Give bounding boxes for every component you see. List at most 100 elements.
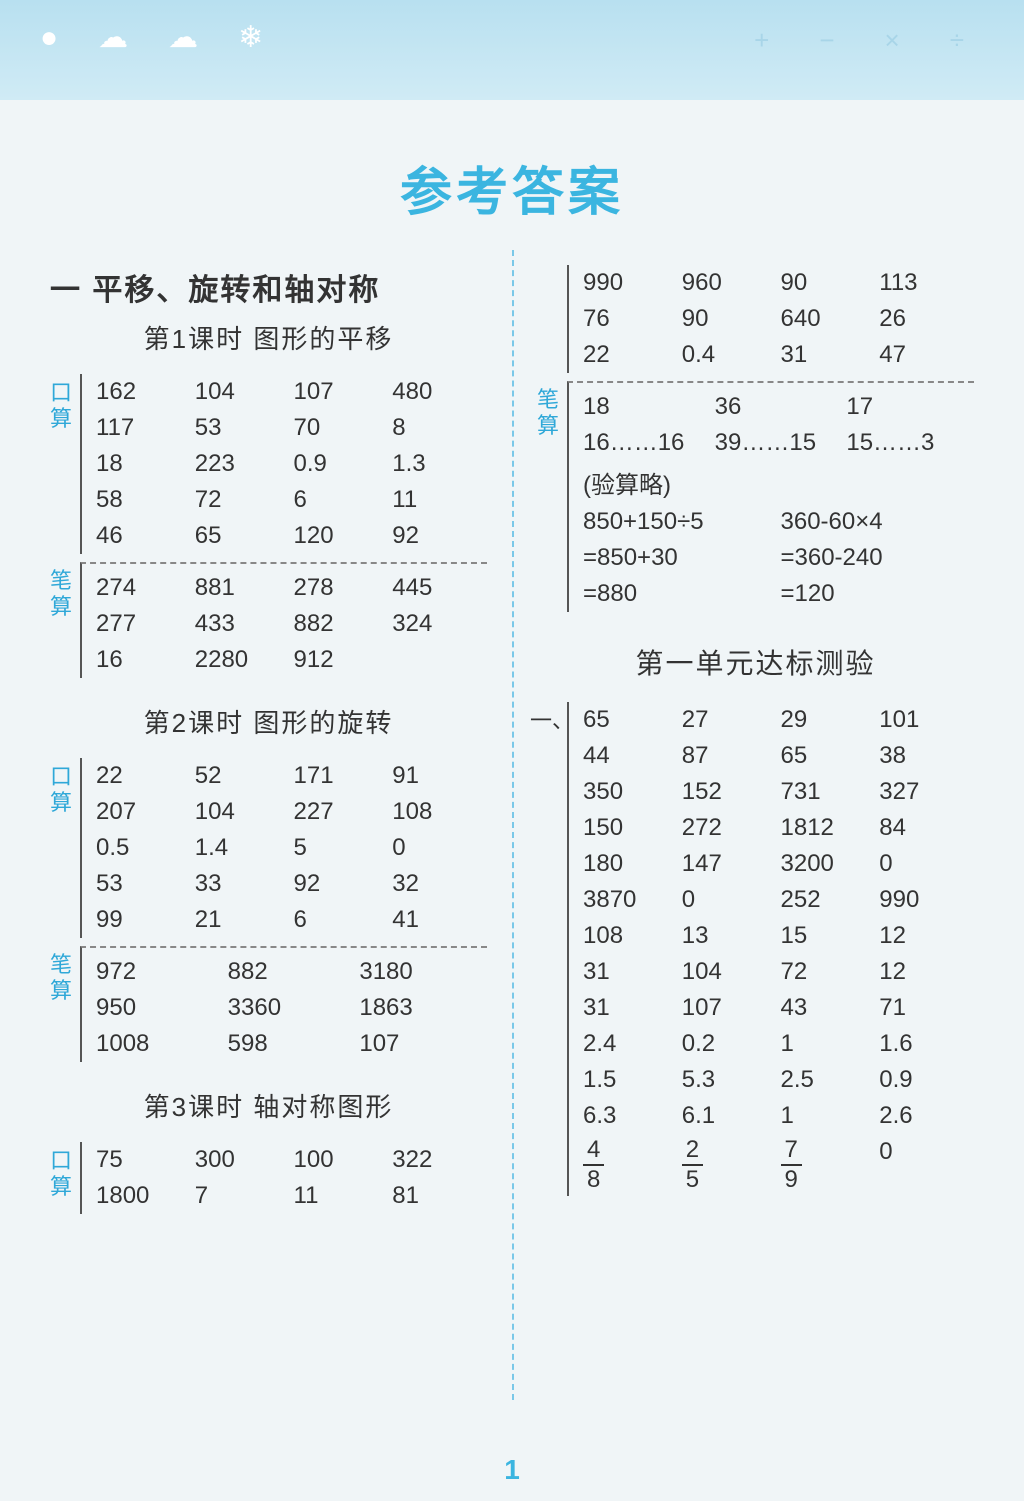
calc-cell: 850+150÷5 xyxy=(579,508,777,536)
table-cell: 0 xyxy=(388,834,487,862)
page-number: 1 xyxy=(504,1454,520,1486)
table-cell: 8 xyxy=(388,414,487,442)
table-cell: 327 xyxy=(875,778,974,806)
table-row: 4825790 xyxy=(579,1134,974,1196)
table-row: 652729101 xyxy=(579,702,974,738)
table-cell: 1 xyxy=(777,1030,876,1058)
table-row: 274881278445 xyxy=(92,570,487,606)
lesson3-mental-block: 口算 75300100322180071181 xyxy=(50,1142,487,1214)
table-cell: 48 xyxy=(579,1138,678,1192)
table-cell: 882 xyxy=(224,958,356,986)
lesson1-written-block: 笔算 274881278445277433882324162280912 xyxy=(50,562,487,678)
table-cell: 6.3 xyxy=(579,1102,678,1130)
table-cell: 44 xyxy=(579,742,678,770)
table-cell: 2.4 xyxy=(579,1030,678,1058)
table-row: 5872611 xyxy=(92,482,487,518)
table-cell: 72 xyxy=(777,958,876,986)
table-cell: 223 xyxy=(191,450,290,478)
table-row: 2.40.211.6 xyxy=(579,1026,974,1062)
unit-test-title: 第一单元达标测验 xyxy=(537,642,974,682)
table-cell: 272 xyxy=(678,814,777,842)
table-cell: 87 xyxy=(678,742,777,770)
table-cell: 252 xyxy=(777,886,876,914)
right-top-block: 99096090113769064026220.43147 xyxy=(537,265,974,373)
multiply-icon: × xyxy=(885,25,900,56)
table-cell: 1.3 xyxy=(388,450,487,478)
table-row: 769064026 xyxy=(579,301,974,337)
table-cell: 53 xyxy=(191,414,290,442)
table-cell: 3200 xyxy=(777,850,876,878)
table-cell: 171 xyxy=(290,762,389,790)
table-cell: 277 xyxy=(92,610,191,638)
table-cell: 90 xyxy=(777,269,876,297)
table-cell: 1863 xyxy=(355,994,487,1022)
table-cell: 12 xyxy=(875,958,974,986)
table-cell: 0 xyxy=(678,886,777,914)
table-row: 225217191 xyxy=(92,758,487,794)
table-cell: 2280 xyxy=(191,646,290,674)
table-cell: 65 xyxy=(191,522,290,550)
table-cell: 152 xyxy=(678,778,777,806)
chapter-title: 一 平移、旋转和轴对称 xyxy=(50,265,487,309)
table-cell: 90 xyxy=(678,305,777,333)
table-cell: 46 xyxy=(92,522,191,550)
table-cell: 70 xyxy=(290,414,389,442)
table-cell: 79 xyxy=(777,1138,876,1192)
table-cell: 43 xyxy=(777,994,876,1022)
mental-label: 口算 xyxy=(50,374,80,554)
table-cell: 101 xyxy=(875,706,974,734)
table-cell: 22 xyxy=(579,341,678,369)
table-row: 162280912 xyxy=(92,642,487,678)
calc-cell: =120 xyxy=(777,580,975,608)
table-cell: 11 xyxy=(290,1182,389,1210)
minus-icon: − xyxy=(819,25,834,56)
table-row: 108131512 xyxy=(579,918,974,954)
table-row: 0.51.450 xyxy=(92,830,487,866)
table-cell: 2.5 xyxy=(777,1066,876,1094)
table-cell: 16 xyxy=(92,646,191,674)
table-cell: 1 xyxy=(777,1102,876,1130)
table-cell: 52 xyxy=(191,762,290,790)
lesson1-mental-block: 口算 16210410748011753708182230.91.3587261… xyxy=(50,374,487,554)
written-label: 笔算 xyxy=(50,562,80,678)
table-cell: 104 xyxy=(191,798,290,826)
table-cell: 0 xyxy=(875,1138,974,1192)
table-cell: 147 xyxy=(678,850,777,878)
table-cell: 99 xyxy=(92,906,191,934)
table-cell: 0.4 xyxy=(678,341,777,369)
table-cell: 640 xyxy=(777,305,876,333)
table-cell: 107 xyxy=(290,378,389,406)
table-cell: 0 xyxy=(875,850,974,878)
table-row: 311074371 xyxy=(579,990,974,1026)
label-text: 笔算 xyxy=(537,387,567,440)
table-row: 38700252990 xyxy=(579,882,974,918)
table-cell: 21 xyxy=(191,906,290,934)
table-cell: 107 xyxy=(678,994,777,1022)
table-cell: 3360 xyxy=(224,994,356,1022)
table-cell: 39……15 xyxy=(711,429,843,457)
table-cell: 15 xyxy=(777,922,876,950)
table-cell: 72 xyxy=(191,486,290,514)
table-cell: 104 xyxy=(678,958,777,986)
right-column: 99096090113769064026220.43147 笔算 1836171… xyxy=(512,265,974,1222)
label-text: 口算 xyxy=(50,1148,80,1201)
table-cell: 65 xyxy=(579,706,678,734)
table-cell: 3870 xyxy=(579,886,678,914)
table-cell: 912 xyxy=(290,646,389,674)
table-cell: 84 xyxy=(875,814,974,842)
table-cell: 92 xyxy=(290,870,389,898)
table-cell: 5.3 xyxy=(678,1066,777,1094)
table-cell: 950 xyxy=(92,994,224,1022)
table-cell: 598 xyxy=(224,1030,356,1058)
table-cell: 47 xyxy=(875,341,974,369)
page-title: 参考答案 xyxy=(0,150,1024,225)
table-cell: 81 xyxy=(388,1182,487,1210)
label-text: 笔算 xyxy=(50,952,80,1005)
lesson3-title: 第3课时 轴对称图形 xyxy=(50,1087,487,1124)
table-row: 53339232 xyxy=(92,866,487,902)
test-block: 一、 6527291014487653835015273132715027218… xyxy=(537,702,974,1196)
table-cell: 1812 xyxy=(777,814,876,842)
calc-cell: =850+30 xyxy=(579,544,777,572)
table-cell: 58 xyxy=(92,486,191,514)
header-weather-icons: ● ☁ ☁ ❄ xyxy=(40,20,263,55)
